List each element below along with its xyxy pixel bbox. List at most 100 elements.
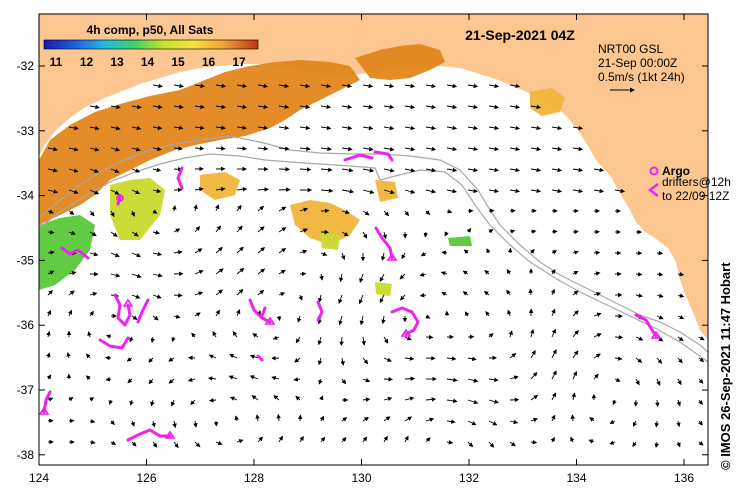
colorbar-tick-label: 11 [50,55,63,69]
current-vector [572,310,579,317]
current-vector [89,418,96,424]
current-vector [362,83,374,89]
current-vector [593,271,601,276]
current-vector [507,247,513,254]
current-vector [654,420,659,428]
current-vector [462,291,469,296]
date-title: 21-Sep-2021 04Z [465,27,575,43]
current-vector [46,374,52,380]
colorbar-ramp [43,39,259,50]
current-vector [362,436,368,443]
current-vector [572,250,579,255]
current-vector [105,334,112,339]
current-vector [110,125,121,131]
current-vector [677,357,683,364]
current-vector [446,398,458,404]
current-vector [446,104,458,110]
current-vector [236,104,248,110]
current-vector [425,167,437,173]
current-vector [68,189,79,194]
current-vector [229,396,238,401]
current-vector [383,146,395,152]
current-vector [317,294,323,303]
current-vector [509,353,517,359]
current-vector [341,104,353,110]
current-vector [467,378,479,383]
current-vector [698,399,703,405]
drifter-legend: Argo drifters@12h to 22/09 12Z [647,164,731,203]
current-vector [89,310,94,317]
current-vector [509,229,516,234]
current-vector [89,397,95,402]
current-vector [383,125,395,131]
current-vector [488,377,499,382]
current-vector [110,210,115,218]
current-vector [215,104,226,110]
current-vector [507,309,512,317]
current-vector [570,414,576,422]
current-vector [47,209,54,214]
current-vector [150,336,155,344]
current-vector [110,252,120,258]
current-vector [320,251,328,256]
current-vector [194,248,203,254]
current-vector [236,288,244,296]
current-vector [152,83,163,89]
current-vector [341,231,349,237]
current-vector [488,441,495,448]
current-vector [509,188,520,194]
current-vector [404,146,416,152]
current-vector [467,399,479,405]
current-vector [257,226,265,233]
current-vector [171,336,176,343]
current-vector [379,294,385,304]
current-vector [173,228,181,233]
current-vector [340,357,345,366]
current-vector [173,83,184,89]
current-vector [463,249,469,255]
current-vector [529,328,535,338]
current-vector [194,125,205,130]
current-vector [530,372,538,380]
current-vector [194,146,205,151]
current-vector [236,246,244,254]
current-vector [215,186,226,192]
current-vector [129,336,134,343]
current-vector [168,357,175,362]
current-vector [382,231,387,240]
current-vector [89,210,95,217]
current-vector [152,273,163,278]
current-vector [297,315,302,323]
legend-scale: 0.5m/s (1kt 24h) [598,70,685,84]
current-vector [362,397,371,402]
current-vector [193,420,198,428]
current-vector [194,441,201,448]
drifters-line2: to 22/09 12Z [662,189,729,203]
current-vector [593,188,605,194]
current-vector [381,315,386,325]
current-vector [85,375,91,381]
current-vector [131,294,141,299]
current-vector [47,289,53,296]
current-vector [530,394,539,401]
current-vector [551,229,558,235]
current-vector [425,210,431,216]
current-vector [570,436,575,443]
current-vector [257,289,265,296]
current-vector [446,440,454,445]
current-vectors [46,83,705,449]
current-vector [425,104,437,110]
current-vector [47,270,55,275]
current-vector [509,125,521,131]
current-vector [295,336,301,344]
current-vector [341,167,354,173]
current-vector [68,290,75,296]
current-vector [152,251,163,257]
argo-label: Argo [662,164,690,178]
current-vector [488,83,500,89]
current-vector [530,350,536,359]
current-vector [572,188,584,194]
current-vector [338,294,343,304]
current-vector [215,246,223,254]
current-vector [194,83,205,89]
